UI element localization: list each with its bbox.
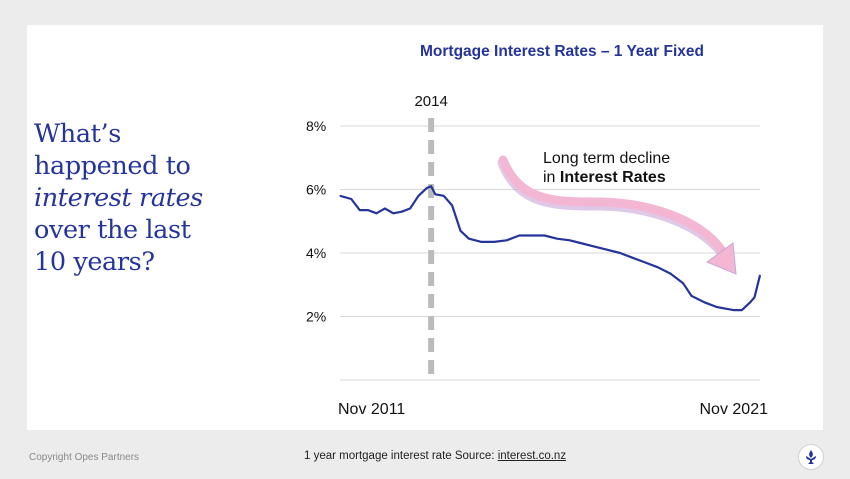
y-tick-label-4: 4% [306,245,326,261]
data-point [644,261,646,264]
data-point [434,193,436,195]
data-point [732,309,735,311]
data-point [632,257,634,259]
copyright-text: Copyright Opes Partners [29,452,140,463]
y-tick-label-8: 8% [306,118,326,134]
data-point [531,234,533,237]
data-point [359,209,361,211]
data-point [506,239,508,241]
data-point [339,195,341,197]
source-link[interactable]: interest.co.nz [497,450,567,462]
y-tick-label-6: 6% [306,182,326,198]
data-point [493,241,495,243]
data-point [459,230,462,232]
data-point [426,187,428,189]
data-point [401,211,403,213]
headline-line-1: What’s [34,119,121,149]
x-label-end: Nov 2021 [700,401,769,418]
data-point [556,238,558,240]
data-point [741,309,743,311]
annotation-line-2: in Interest Rates [543,169,666,186]
data-point [417,195,420,197]
data-point [367,209,369,211]
headline-line-4: over the last [34,215,191,245]
headline-line-5: 10 years? [34,247,155,277]
data-point [657,266,659,268]
data-point [350,198,352,200]
data-point [443,195,445,197]
data-point [468,238,470,240]
data-point [392,212,394,214]
decline-arrow-head [705,242,737,275]
data-point [375,212,378,214]
data-point [619,252,621,254]
annotation-line-1: Long term decline [543,150,670,167]
annotation-prefix: in [543,169,560,186]
annotation-bold: Interest Rates [560,169,666,186]
data-point [716,306,718,308]
data-point [690,295,693,297]
opes-logo-icon [798,444,824,470]
data-point [594,246,596,248]
data-point [409,207,411,210]
headline: What’s happened to interest rates over t… [34,118,264,278]
data-point [606,249,609,251]
decline-arrow-shaft [498,155,725,253]
data-point [480,241,483,243]
marker-label-2014: 2014 [414,93,447,110]
data-point [543,234,546,237]
x-label-start: Nov 2011 [338,401,405,418]
data-point [518,234,520,237]
source-prefix: 1 year mortgage interest rate Source: [304,450,498,462]
data-point [759,274,761,276]
data-point [749,301,751,303]
data-point [569,239,571,241]
data-point [430,185,432,187]
data-point [581,242,583,245]
data-point [451,204,453,206]
data-point [724,308,726,310]
data-point [682,282,684,284]
data-point [703,301,705,303]
source-note: 1 year mortgage interest rate Source: in… [304,450,566,462]
headline-line-2: happened to [34,151,191,181]
headline-line-3: interest rates [34,183,203,213]
chart-title: Mortgage Interest Rates – 1 Year Fixed [420,43,704,60]
y-tick-label-2: 2% [306,309,326,325]
data-point [669,273,672,275]
data-point [384,207,386,210]
data-point [753,296,756,298]
